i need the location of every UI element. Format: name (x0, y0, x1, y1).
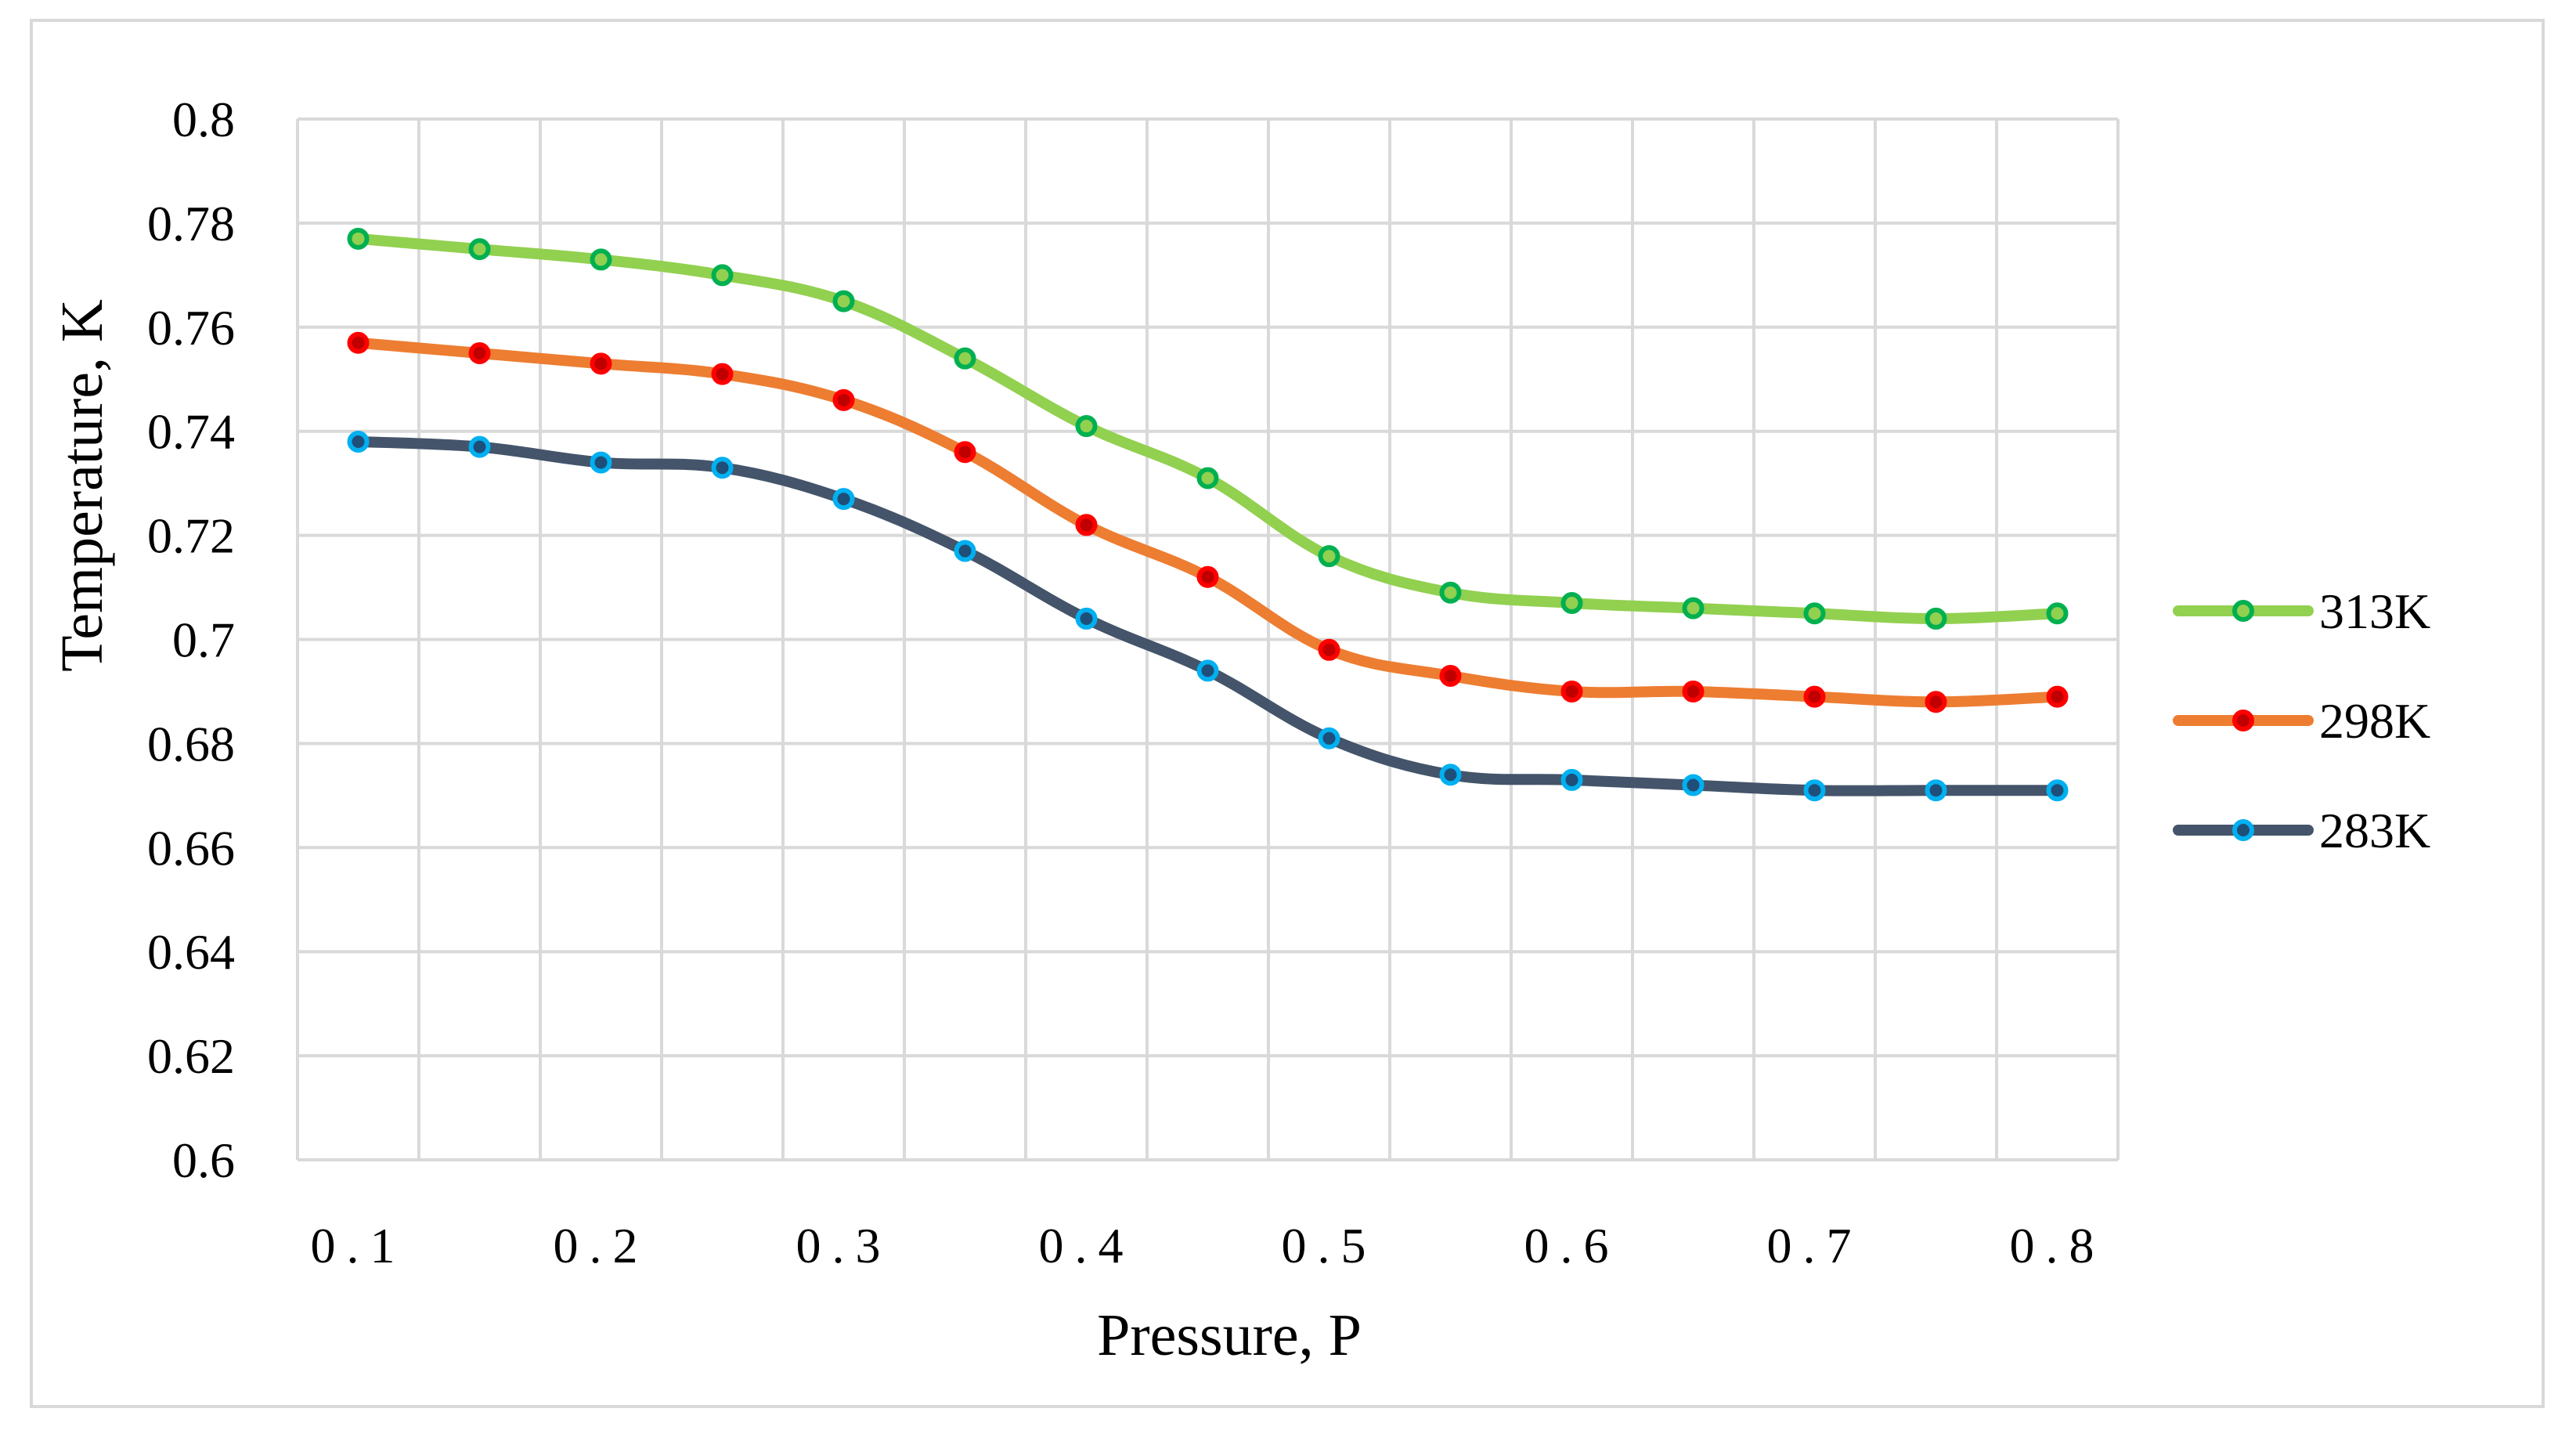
y-tick-label: 0.72 (147, 508, 235, 564)
data-point (954, 347, 976, 370)
legend-swatch-marker (2232, 710, 2254, 731)
data-point (1803, 685, 1826, 708)
data-point (1318, 545, 1340, 568)
data-point (1682, 774, 1705, 796)
data-point (711, 264, 734, 287)
series-313K (347, 227, 2069, 630)
data-point (590, 248, 612, 271)
x-axis-title: Pressure, P (1097, 1302, 1362, 1368)
data-point (347, 227, 370, 250)
legend-label: 283K (2319, 803, 2430, 858)
data-point (954, 441, 976, 464)
data-point (1075, 607, 1098, 630)
data-point (1682, 597, 1705, 619)
y-tick-label: 0.62 (147, 1028, 235, 1084)
data-point (1803, 602, 1826, 625)
legend-swatch-marker (2232, 819, 2254, 841)
data-point (1439, 764, 1462, 786)
legend-item-298K: 298K (2173, 693, 2430, 749)
x-tick-label: 0.8 (2010, 1218, 2105, 1273)
data-point (468, 238, 491, 261)
y-tick-label: 0.78 (147, 196, 235, 251)
data-point (832, 488, 855, 511)
x-tick-label: 0.3 (796, 1218, 892, 1273)
data-point (832, 290, 855, 312)
y-tick-label: 0.6 (172, 1132, 235, 1188)
data-point (1560, 591, 1583, 614)
x-tick-label: 0.2 (554, 1218, 649, 1273)
x-tick-label: 0.6 (1524, 1218, 1620, 1273)
legend-label: 313K (2319, 583, 2430, 639)
data-point (1803, 779, 1826, 802)
series-lines (347, 227, 2069, 802)
legend: 313K 298K 283K (2173, 583, 2430, 858)
grid-lines (296, 117, 2120, 1161)
x-tick-label: 0.7 (1767, 1218, 1863, 1273)
data-point (1075, 514, 1098, 536)
series-line (352, 233, 2063, 624)
x-tick-label: 0.4 (1039, 1218, 1135, 1273)
legend-swatch-marker (2232, 600, 2254, 622)
y-axis-title: Temperature, K (49, 299, 115, 672)
data-point (1925, 779, 1947, 802)
y-tick-label: 0.68 (147, 716, 235, 771)
series-line (352, 337, 2063, 708)
axis-ticks: 0.6 0.62 0.64 0.66 0.68 0.7 0.72 0.74 0.76 0.78 0.… (147, 92, 2105, 1273)
data-point (2046, 685, 2069, 708)
data-point (1925, 607, 1947, 630)
series-283K (347, 430, 2069, 802)
data-point (1439, 581, 1462, 604)
y-tick-label: 0.64 (147, 924, 235, 980)
y-tick-label: 0.74 (147, 404, 235, 460)
data-point (711, 363, 734, 385)
y-tick-label: 0.76 (147, 300, 235, 356)
series-298K (347, 331, 2069, 713)
data-point (2046, 779, 2069, 802)
data-point (347, 331, 370, 354)
y-tick-label: 0.7 (172, 612, 235, 668)
data-point (1439, 665, 1462, 688)
x-tick-label: 0.5 (1282, 1218, 1377, 1273)
data-point (590, 352, 612, 375)
data-point (590, 451, 612, 474)
data-point (1075, 415, 1098, 438)
data-point (711, 457, 734, 479)
x-tick-label: 0.1 (311, 1218, 406, 1273)
y-tick-label: 0.66 (147, 820, 235, 876)
legend-item-313K: 313K (2173, 583, 2430, 639)
legend-label: 298K (2319, 693, 2430, 749)
data-point (2046, 602, 2069, 625)
data-point (954, 540, 976, 562)
data-point (1196, 565, 1219, 588)
data-point (468, 435, 491, 458)
y-tick-label: 0.8 (172, 92, 235, 147)
data-point (468, 342, 491, 365)
data-point (1196, 659, 1219, 682)
data-point (1318, 727, 1340, 749)
data-point (347, 430, 370, 453)
data-point (1925, 691, 1947, 713)
data-point (1682, 680, 1705, 702)
data-point (1560, 680, 1583, 702)
data-point (1196, 467, 1219, 489)
data-point (1318, 638, 1340, 661)
data-point (1560, 768, 1583, 791)
legend-item-283K: 283K (2173, 803, 2430, 858)
data-point (832, 388, 855, 411)
